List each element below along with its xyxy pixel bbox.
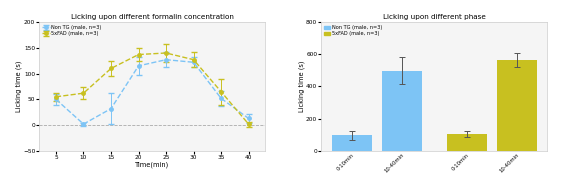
Bar [447, 134, 487, 151]
Title: Licking upon different formalin concentration: Licking upon different formalin concentr… [71, 14, 233, 20]
Legend: Non TG (male, n=3), 5xFAD (male, n=3): Non TG (male, n=3), 5xFAD (male, n=3) [42, 25, 102, 37]
Legend: Non TG (male, n=3), 5xFAD (male, n=3): Non TG (male, n=3), 5xFAD (male, n=3) [324, 25, 383, 37]
Bar [332, 135, 372, 151]
Y-axis label: Licking time (s): Licking time (s) [298, 61, 305, 112]
Bar [382, 71, 422, 151]
Title: Licking upon different phase: Licking upon different phase [383, 14, 486, 20]
Bar [497, 60, 537, 151]
X-axis label: Time(min): Time(min) [135, 161, 169, 168]
Y-axis label: Licking time (s): Licking time (s) [15, 61, 21, 112]
